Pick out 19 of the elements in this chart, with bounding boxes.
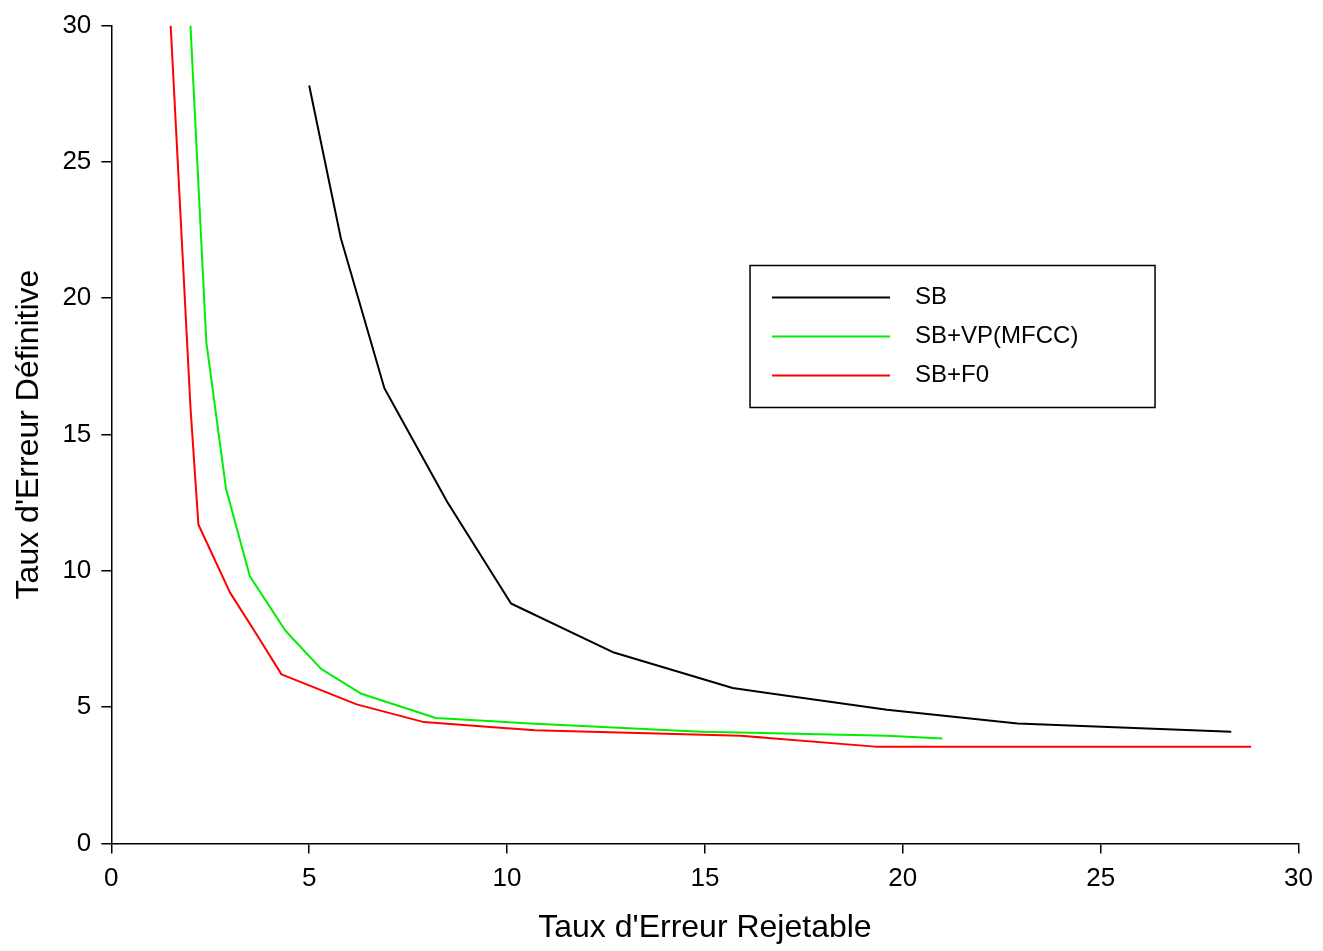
- y-tick-label: 10: [62, 553, 92, 584]
- x-tick-label: 5: [301, 862, 317, 893]
- x-axis-title: Taux d'Erreur Rejetable: [538, 907, 872, 944]
- x-tick-label: 0: [104, 862, 119, 893]
- legend-label: SB+VP(MFCC): [915, 321, 1079, 349]
- y-tick-label: 0: [76, 826, 92, 857]
- x-tick-label: 10: [492, 862, 522, 893]
- y-tick-label: 5: [76, 690, 92, 721]
- y-tick-label: 15: [62, 417, 92, 448]
- y-tick-label: 30: [62, 8, 92, 39]
- x-tick-label: 25: [1086, 862, 1116, 893]
- y-tick-label: 25: [62, 145, 92, 176]
- legend-label: SB+F0: [915, 360, 990, 388]
- x-tick-label: 15: [690, 862, 720, 893]
- y-tick-label: 20: [62, 281, 92, 312]
- legend-label: SB: [915, 282, 948, 310]
- x-tick-label: 20: [888, 862, 918, 893]
- y-axis-title: Taux d'Erreur Définitive: [9, 269, 46, 600]
- x-tick-label: 30: [1284, 862, 1313, 893]
